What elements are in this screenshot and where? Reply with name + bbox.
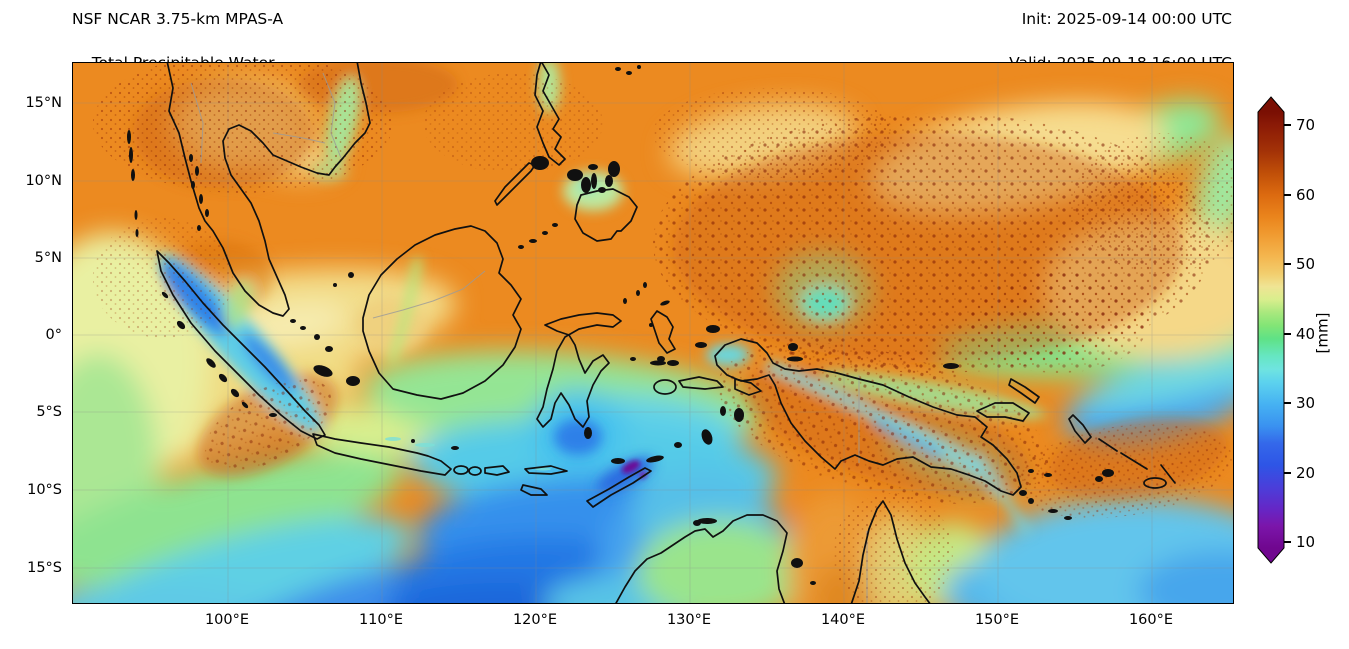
colorbar-tick-70 [1284,124,1291,126]
colorbar-tick-20 [1284,472,1291,474]
xtick-130e: 130°E [666,612,712,628]
xtick-140e: 140°E [820,612,866,628]
colorbar-tick-60 [1284,194,1291,196]
map-canvas [72,62,1234,604]
model-name: NSF NCAR 3.75-km MPAS-A [72,10,284,28]
colorbar-label-70: 70 [1296,116,1316,134]
ytick-15s: 15°S [27,560,62,576]
xtick-120e: 120°E [512,612,558,628]
ytick-15n: 15°N [25,95,62,111]
colorbar-tick-50 [1284,263,1291,265]
xtick-150e: 150°E [974,612,1020,628]
colorbar-label-20: 20 [1296,464,1316,482]
xtick-110e: 110°E [358,612,404,628]
colorbar-unit-label: [mm] [1313,312,1332,354]
init-time: Init: 2025-09-14 00:00 UTC [1021,10,1232,28]
ytick-5s: 5°S [36,404,62,420]
colorbar-label-10: 10 [1296,533,1316,551]
xtick-160e: 160°E [1128,612,1174,628]
colorbar [1257,96,1285,564]
gridlines [73,63,1233,603]
colorbar-label-30: 30 [1296,394,1316,412]
small-islands [127,65,1114,585]
admin-borders [190,72,868,603]
colorbar-label-50: 50 [1296,255,1316,273]
ytick-0: 0° [45,327,62,343]
tpw-speckles [93,63,1233,603]
ytick-10n: 10°N [25,173,62,189]
colorbar-tick-40 [1284,333,1291,335]
colorbar-label-40: 40 [1296,325,1316,343]
coastlines [156,63,1176,603]
colorbar-gradient-bar [1257,96,1285,564]
ytick-10s: 10°S [27,482,62,498]
island-tints [385,437,551,471]
colorbar-label-60: 60 [1296,186,1316,204]
colorbar-tick-10 [1284,541,1291,543]
colorbar-tick-30 [1284,402,1291,404]
ytick-5n: 5°N [34,250,62,266]
xtick-100e: 100°E [204,612,250,628]
tpw-field-svg [73,63,1233,603]
